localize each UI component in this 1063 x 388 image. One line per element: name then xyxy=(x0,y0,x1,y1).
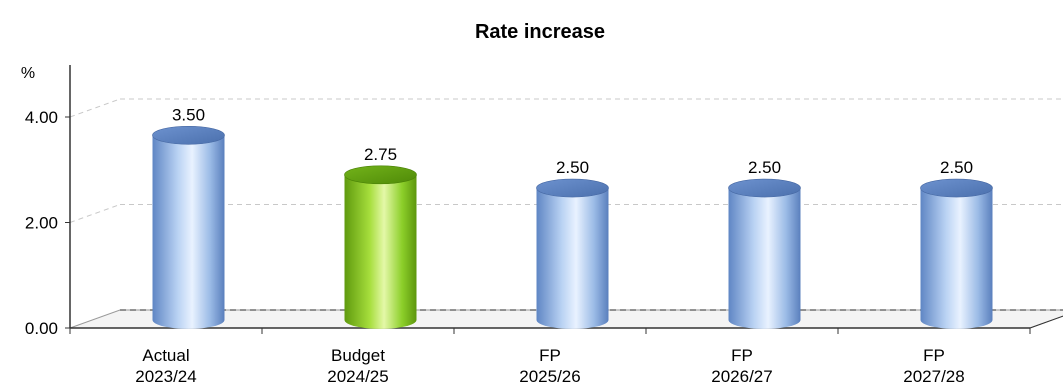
bar-top xyxy=(728,178,801,198)
category-label-line1: FP xyxy=(731,346,753,365)
category-label-line2: 2027/28 xyxy=(903,367,964,386)
data-label: 3.50 xyxy=(172,105,205,124)
axes xyxy=(69,65,1063,334)
category-label-line1: Actual xyxy=(142,346,189,365)
bar xyxy=(536,178,609,329)
chart-title: Rate increase xyxy=(475,21,605,43)
data-label: 2.50 xyxy=(556,158,589,177)
bar-top xyxy=(920,178,993,198)
bar-body xyxy=(728,188,801,329)
bar xyxy=(728,178,801,329)
bar-body xyxy=(152,135,225,329)
category-label-line1: FP xyxy=(923,346,945,365)
data-label: 2.50 xyxy=(940,158,973,177)
bar xyxy=(920,178,993,329)
category-label-line1: FP xyxy=(539,346,561,365)
y-tick-label: 2.00 xyxy=(25,214,58,233)
data-label: 2.50 xyxy=(748,158,781,177)
category-label-line2: 2023/24 xyxy=(135,367,196,386)
gridline-diagonal xyxy=(69,98,121,118)
y-tick-label: 4.00 xyxy=(25,108,58,127)
bar-body xyxy=(344,174,417,329)
gridline-diagonal xyxy=(69,204,121,223)
bar-body xyxy=(920,188,993,329)
bar-top xyxy=(344,165,417,185)
y-tick-labels: 0.00 2.00 4.00 xyxy=(25,108,70,338)
bar-top xyxy=(152,125,225,145)
y-axis-unit-label: % xyxy=(21,65,35,82)
y-tick-label: 0.00 xyxy=(25,319,58,338)
category-labels: Actual 2023/24 Budget 2024/25 FP 2025/26 FP 202… xyxy=(135,346,964,386)
bar-body xyxy=(536,188,609,329)
data-label: 2.75 xyxy=(364,145,397,164)
category-label-line2: 2026/27 xyxy=(711,367,772,386)
value-labels: 3.50 2.75 2.50 2.50 2.50 xyxy=(172,105,973,177)
bar-top xyxy=(536,178,609,198)
bar xyxy=(344,165,417,329)
category-label-line2: 2024/25 xyxy=(327,367,388,386)
category-label-line2: 2025/26 xyxy=(519,367,580,386)
category-label-line1: Budget xyxy=(331,346,385,365)
bar xyxy=(152,125,225,329)
bars xyxy=(152,125,993,329)
x-axis-depth-line xyxy=(1029,315,1063,329)
